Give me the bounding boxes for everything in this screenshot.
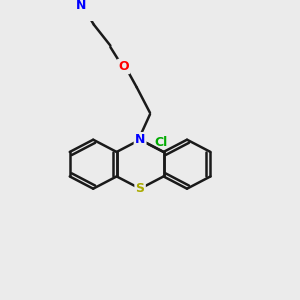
Text: N: N [76,0,86,12]
Text: S: S [136,182,145,195]
Text: O: O [118,60,129,73]
Text: Cl: Cl [154,136,168,149]
Text: N: N [135,133,145,146]
